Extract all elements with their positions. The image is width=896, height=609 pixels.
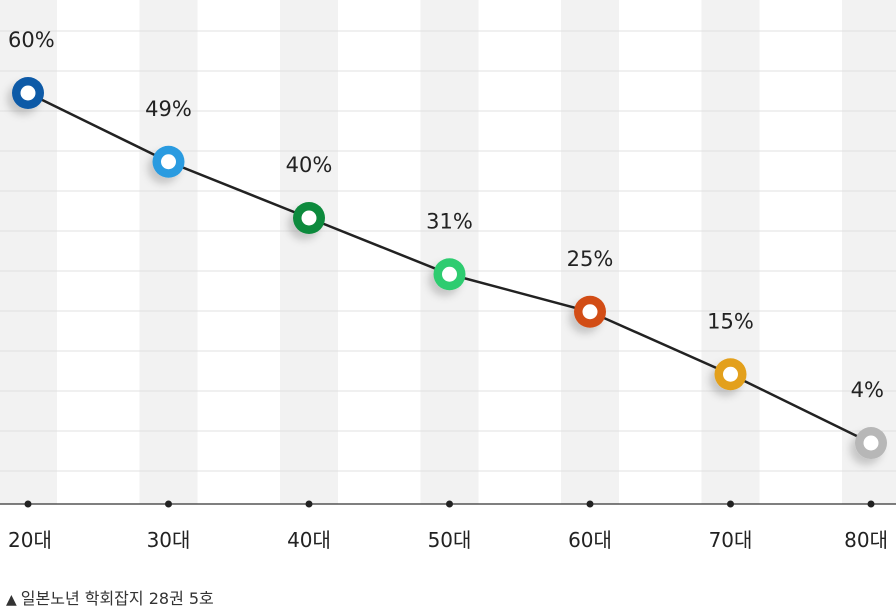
data-label: 49% [145,97,192,121]
data-point-marker [12,77,44,109]
data-point-marker [433,258,466,291]
data-point-center [161,154,176,170]
data-label: 60% [8,28,55,52]
data-point-center [301,210,317,226]
x-tick-dot [446,500,453,508]
data-point-center [20,85,36,101]
data-point-marker [855,427,887,459]
source-text: 일본노년 학회잡지 28권 5호 [20,589,214,608]
x-tick-dot [24,500,32,508]
x-tick-dot [165,500,172,508]
x-tick-label: 30대 [147,528,191,552]
data-point-marker [574,295,606,328]
x-tick-label: 50대 [428,528,472,552]
category-bands [0,0,896,504]
data-label: 31% [426,209,473,233]
data-label: 40% [286,153,333,177]
data-point-marker [293,202,325,234]
x-tick-dot [305,500,313,508]
data-labels: 60% 49% 40% 31% 25% 15% 4% [8,28,884,402]
triangle-icon: ▲ [6,592,17,608]
x-tick-label: 20대 [8,528,52,552]
x-tick-labels: 20대 30대 40대 50대 60대 70대 80대 [8,528,888,552]
x-tick-dot [586,500,594,508]
data-markers [12,77,887,459]
x-tick-label: 80대 [844,528,888,552]
category-band [842,0,896,504]
category-band [139,0,198,504]
data-point-center [442,266,457,282]
category-band [0,0,57,504]
data-label: 15% [707,309,754,333]
data-label: 4% [851,378,884,402]
category-band [561,0,619,504]
x-tick-dot [727,500,734,508]
category-band [701,0,760,504]
source-note: ▲ 일본노년 학회잡지 28권 5호 [6,585,214,609]
x-tick-dot [867,500,875,508]
x-axis [0,500,896,508]
data-point-marker [152,145,185,178]
data-point-center [582,304,598,320]
x-tick-label: 60대 [568,528,612,552]
category-band [280,0,338,504]
data-label: 25% [567,247,614,271]
data-point-center [863,435,879,451]
category-band [420,0,479,504]
data-point-marker [714,358,747,391]
data-point-center [723,366,738,382]
x-tick-label: 40대 [287,528,331,552]
x-tick-label: 70대 [709,528,753,552]
